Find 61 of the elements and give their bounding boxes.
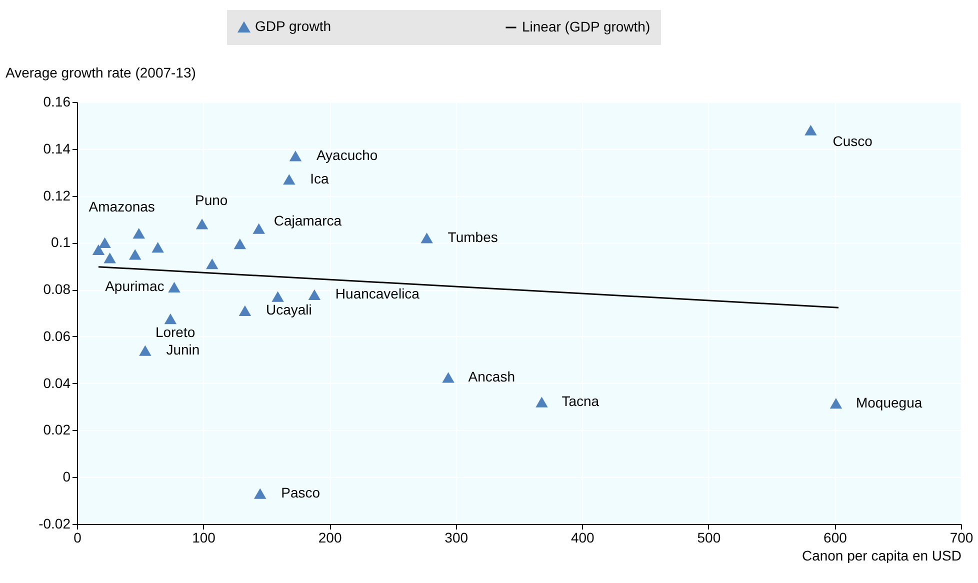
x-tick-label: 400 [570,530,595,546]
point [139,345,152,356]
point [289,150,302,162]
x-tick-label: 500 [697,530,721,546]
point [92,244,105,256]
point [252,223,265,234]
point [98,237,111,248]
annotation: Loreto [155,324,196,340]
y-tick-label: 0.12 [43,187,71,204]
point [830,398,842,409]
y-tick-label: 0.04 [43,374,71,391]
x-tick-label: 300 [444,530,468,546]
annotation: Ancash [468,368,515,384]
point [238,305,252,316]
point [254,488,266,499]
legend-label: Linear (GDP growth) [522,18,650,34]
y-axis-title: Average growth rate (2007-13) [6,64,196,80]
point [283,174,296,185]
annotation: Puno [195,192,228,208]
y-tick-label: 0 [62,468,71,485]
x-tick-label: 600 [824,530,848,546]
annotation: Moquegua [856,394,922,410]
annotation: Ica [310,170,330,186]
y-tick-label: -0.02 [38,516,71,532]
annotation: Ayacucho [316,146,378,163]
annotation: Cusco [832,133,873,150]
y-tick-label: 0.08 [43,281,71,298]
point [196,218,208,230]
point [442,372,454,383]
annotation: Junin [166,342,200,358]
point [420,232,433,244]
x-tick-label: 0 [74,530,82,546]
y-tick-label: 0.14 [43,140,71,156]
annotation: Tacna [562,393,600,410]
point [536,396,548,408]
annotation: Ucayali [266,302,312,318]
annotation: Apurimac [105,278,164,294]
y-tick-label: 0.1 [51,234,71,250]
point [206,258,218,270]
x-tick-label: 100 [192,530,216,546]
x-tick-label: 700 [950,530,974,546]
annotation: Tumbes [448,228,498,245]
legend-label: GDP growth [255,18,331,34]
annotation: Amazonas [88,198,155,215]
point [168,282,180,293]
point [234,238,246,250]
point [272,291,284,302]
point [804,124,817,136]
point [308,289,321,300]
x-tick-label: 200 [318,530,342,546]
annotation: Pasco [281,484,320,501]
point [152,242,164,253]
point [164,314,177,324]
y-tick-label: 0.02 [43,422,71,438]
y-tick-label: 0.06 [43,328,71,344]
point [132,228,146,239]
y-tick-label: 0.16 [43,94,71,110]
point [104,252,116,264]
point [128,249,142,260]
annotation: Cajamarca [274,212,342,229]
annotation: Huancavelica [335,286,420,302]
